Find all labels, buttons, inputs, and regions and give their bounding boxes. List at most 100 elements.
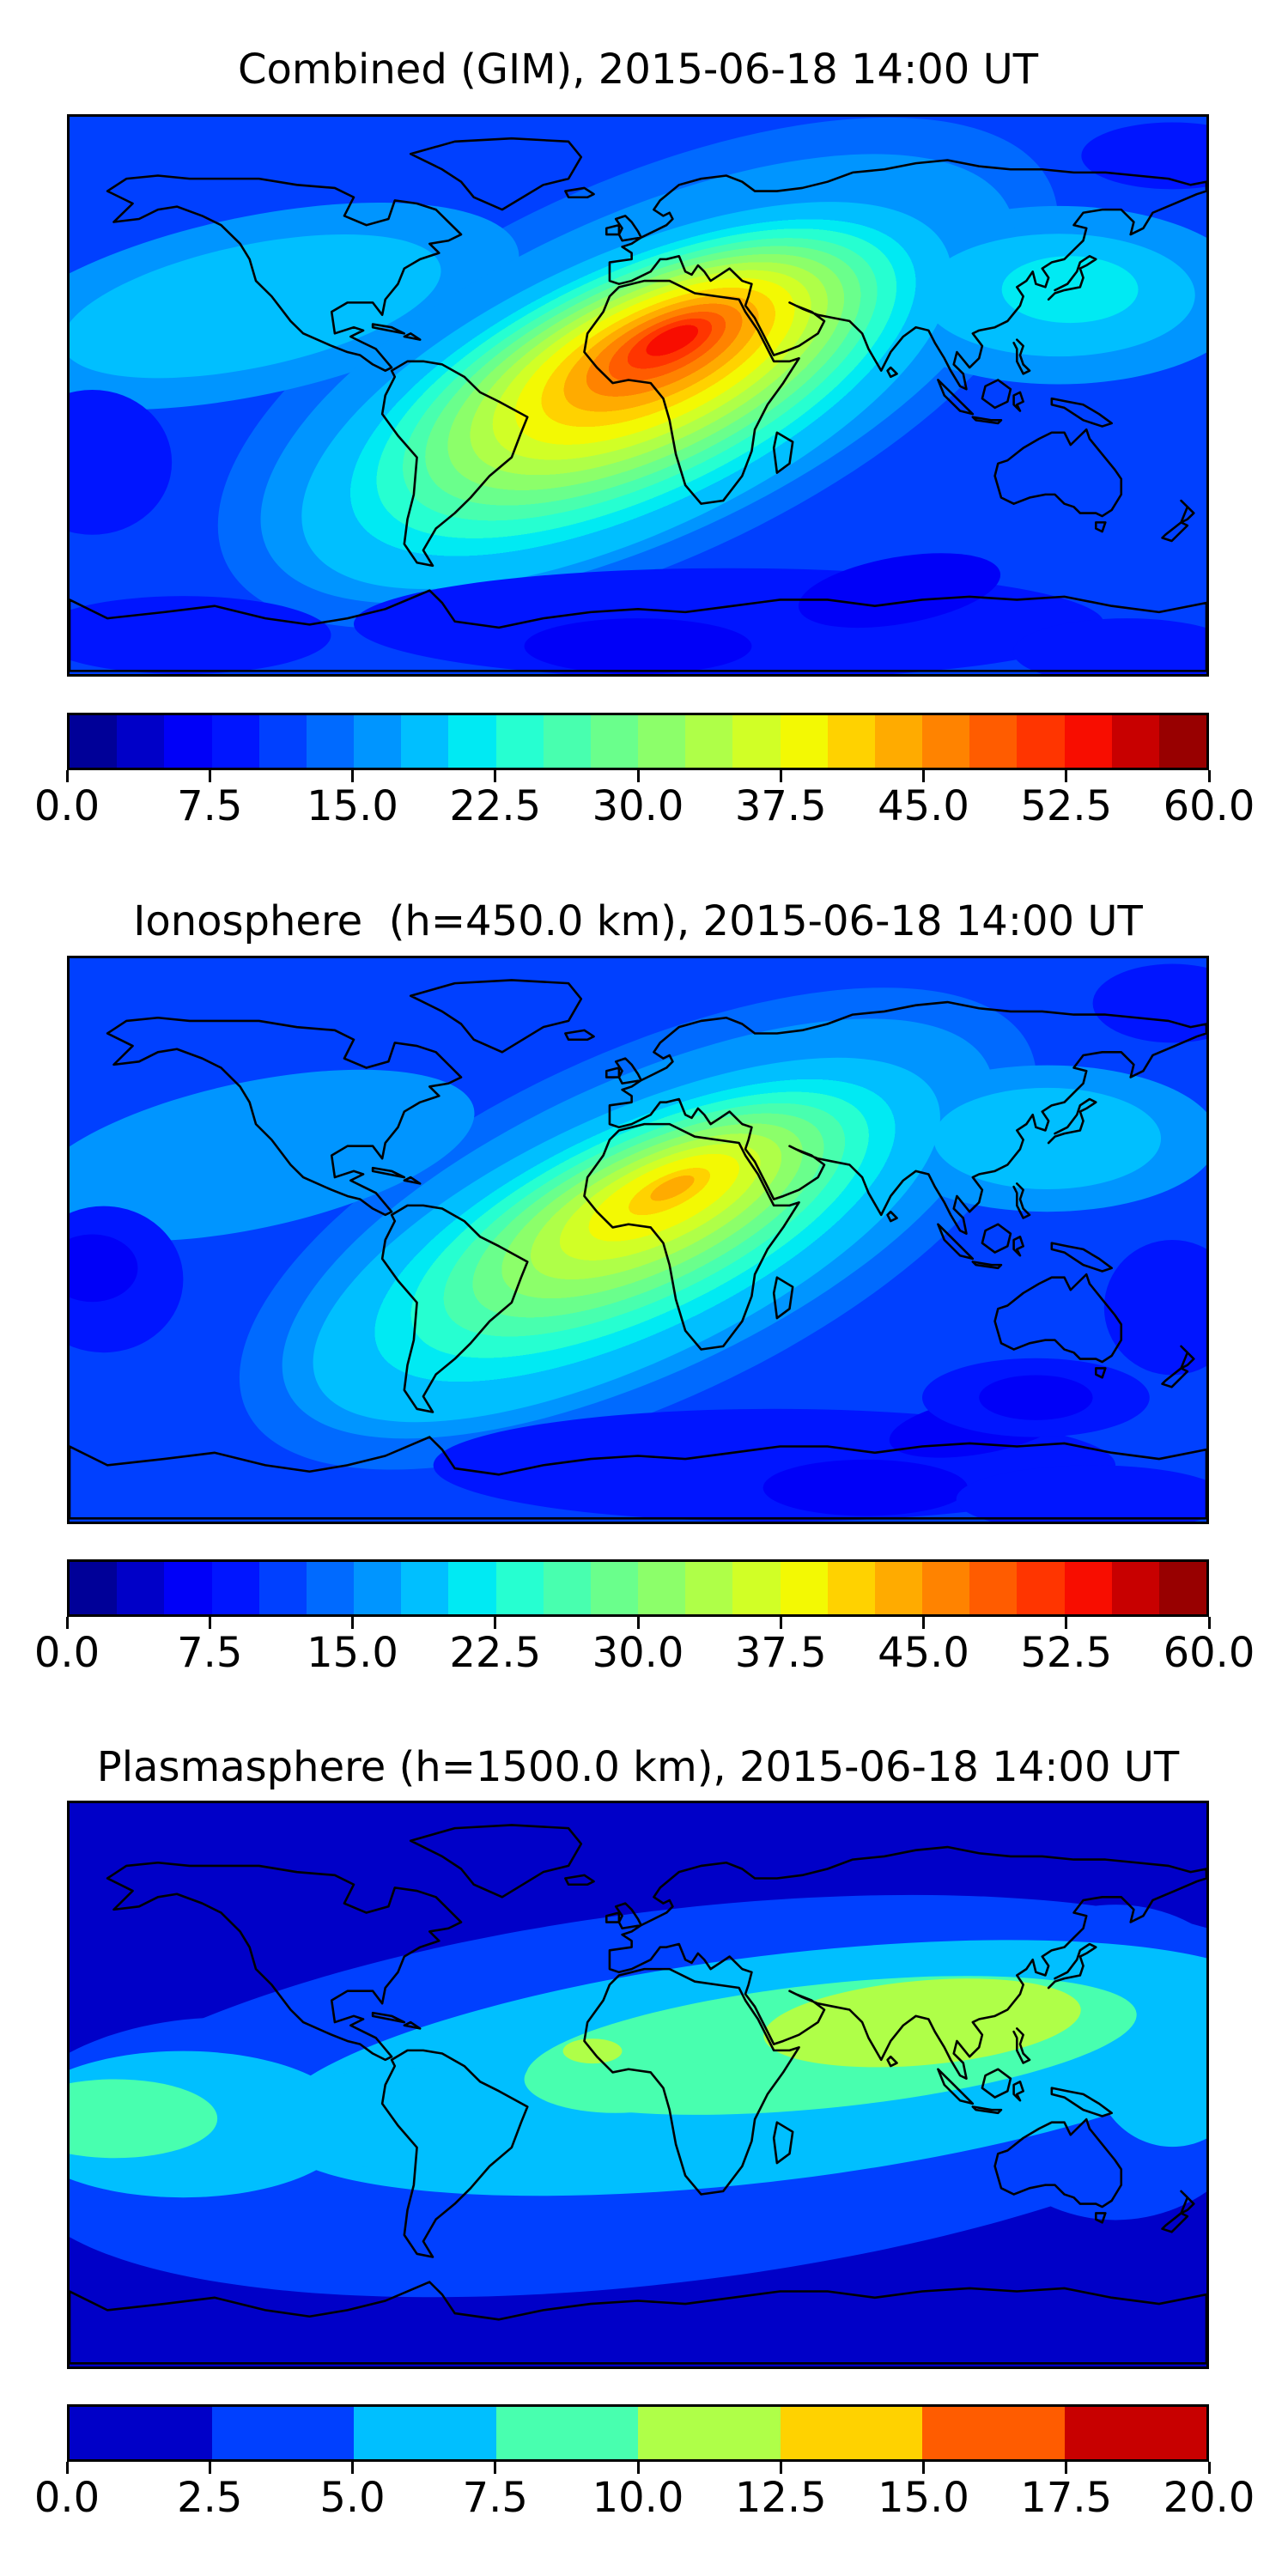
field-layer bbox=[762, 1459, 968, 1516]
field-layer bbox=[70, 234, 441, 379]
colorbar-ionosphere bbox=[67, 1559, 1209, 1617]
colorbar-tick-label: 30.0 bbox=[592, 782, 684, 830]
colorbar-tick-label: 60.0 bbox=[1163, 782, 1255, 830]
field-hotspot bbox=[313, 1057, 940, 1423]
colorbar-tick-label: 30.0 bbox=[592, 1629, 684, 1677]
colorbar-segment bbox=[70, 2407, 212, 2459]
colorbar-segment bbox=[590, 715, 639, 768]
coastline-path bbox=[70, 979, 1206, 1520]
coastline-path bbox=[70, 137, 1206, 672]
colorbar-segment bbox=[827, 715, 875, 768]
colorbar-segment bbox=[874, 715, 923, 768]
colorbar-ionosphere-segments bbox=[70, 1562, 1206, 1614]
colorbar-tick-label: 20.0 bbox=[1163, 2474, 1255, 2522]
colorbar-segment bbox=[732, 715, 781, 768]
colorbar-segment bbox=[590, 1562, 639, 1614]
colorbar-tick bbox=[351, 770, 354, 782]
colorbar-tick bbox=[208, 770, 211, 782]
colorbar-tick-label: 37.5 bbox=[734, 782, 827, 830]
colorbar-plasmasphere bbox=[67, 2404, 1209, 2462]
colorbar-ionosphere-axis: 0.0 7.5 15.0 22.5 30.0 37.5 45.0 52.5 60.0 bbox=[34, 1617, 1255, 1677]
field-layer bbox=[524, 618, 752, 674]
colorbar-tick-label: 52.5 bbox=[1020, 1629, 1113, 1677]
colorbar-combined bbox=[67, 713, 1209, 770]
colorbar-tick-label: 22.5 bbox=[449, 1629, 542, 1677]
colorbar-tick bbox=[636, 770, 640, 782]
field-layer bbox=[979, 1375, 1093, 1420]
colorbar-segment bbox=[827, 1562, 875, 1614]
colorbar-tick-label: 60.0 bbox=[1163, 1629, 1255, 1677]
colorbar-segment bbox=[448, 715, 496, 768]
colorbar-segment bbox=[306, 715, 355, 768]
field-layer bbox=[933, 1087, 1162, 1189]
colorbar-tick-label: 37.5 bbox=[734, 1629, 827, 1677]
field-layer bbox=[70, 390, 173, 535]
field-hotspot bbox=[301, 202, 952, 589]
colorbar-tick-label: 2.5 bbox=[177, 2474, 243, 2522]
colorbar-segment bbox=[1064, 2407, 1206, 2459]
colorbar-tick bbox=[922, 1617, 925, 1629]
colorbar-segment bbox=[164, 715, 212, 768]
colorbar-segment bbox=[1064, 1562, 1112, 1614]
colorbar-segment bbox=[638, 715, 686, 768]
colorbar-segment bbox=[732, 1562, 781, 1614]
colorbar-segment bbox=[638, 2407, 781, 2459]
colorbar-segment bbox=[354, 715, 402, 768]
colorbar-segment bbox=[117, 715, 165, 768]
colorbar-tick-label: 10.0 bbox=[592, 2474, 684, 2522]
colorbar-segment bbox=[117, 1562, 165, 1614]
colorbar-tick bbox=[208, 2462, 211, 2474]
colorbar-segment bbox=[1158, 1562, 1206, 1614]
field-layer bbox=[956, 1465, 1206, 1522]
colorbar-segment bbox=[70, 1562, 118, 1614]
colorbar-segment bbox=[306, 1562, 355, 1614]
colorbar-segment bbox=[780, 2407, 922, 2459]
colorbar-segment bbox=[1111, 715, 1159, 768]
colorbar-tick-label: 0.0 bbox=[33, 1629, 100, 1677]
colorbar-tick bbox=[351, 1617, 354, 1629]
colorbar-tick-label: 7.5 bbox=[462, 2474, 528, 2522]
colorbar-tick bbox=[779, 770, 782, 782]
field-layer bbox=[524, 2045, 707, 2113]
colorbar-tick-label: 12.5 bbox=[734, 2474, 827, 2522]
colorbar-tick bbox=[922, 770, 925, 782]
colorbar-segment bbox=[874, 1562, 923, 1614]
colorbar-tick-label: 15.0 bbox=[307, 1629, 398, 1677]
colorbar-segment bbox=[1017, 715, 1065, 768]
colorbar-tick-label: 5.0 bbox=[319, 2474, 386, 2522]
colorbar-segment bbox=[780, 1562, 828, 1614]
field-layer bbox=[70, 1234, 138, 1303]
colorbar-segment bbox=[354, 2407, 496, 2459]
colorbar-segment bbox=[211, 1562, 259, 1614]
colorbar-segment bbox=[258, 715, 307, 768]
plot-title-combined: Combined (GIM), 2015-06-18 14:00 UT bbox=[237, 46, 1039, 94]
colorbar-tick bbox=[1207, 770, 1211, 782]
colorbar-segment bbox=[1064, 715, 1112, 768]
colorbar-tick-label: 0.0 bbox=[33, 782, 100, 830]
colorbar-segment bbox=[258, 1562, 307, 1614]
colorbar-segment bbox=[685, 715, 733, 768]
colorbar-tick bbox=[779, 2462, 782, 2474]
colorbar-tick-label: 45.0 bbox=[878, 1629, 969, 1677]
colorbar-segment bbox=[495, 1562, 544, 1614]
colorbar-tick bbox=[65, 1617, 69, 1629]
colorbar-plasmasphere-segments bbox=[70, 2407, 1206, 2459]
colorbar-segment bbox=[164, 1562, 212, 1614]
colorbar-segment bbox=[401, 1562, 449, 1614]
map-plasmasphere-frame bbox=[67, 1801, 1209, 2369]
map-combined-frame bbox=[67, 114, 1209, 677]
colorbar-tick bbox=[351, 2462, 354, 2474]
colorbar-tick-label: 52.5 bbox=[1020, 782, 1113, 830]
colorbar-segment bbox=[354, 1562, 402, 1614]
colorbar-segment bbox=[922, 715, 970, 768]
colorbar-segment bbox=[211, 715, 259, 768]
colorbar-segment bbox=[543, 1562, 591, 1614]
field-layer bbox=[263, 2068, 559, 2170]
colorbar-tick-label: 7.5 bbox=[177, 782, 243, 830]
colorbar-segment bbox=[495, 2407, 638, 2459]
colorbar-tick-label: 7.5 bbox=[177, 1629, 243, 1677]
coastline-path bbox=[70, 1824, 1206, 2365]
map-ionosphere-canvas bbox=[70, 958, 1206, 1522]
colorbar-tick-label: 17.5 bbox=[1020, 2474, 1113, 2522]
